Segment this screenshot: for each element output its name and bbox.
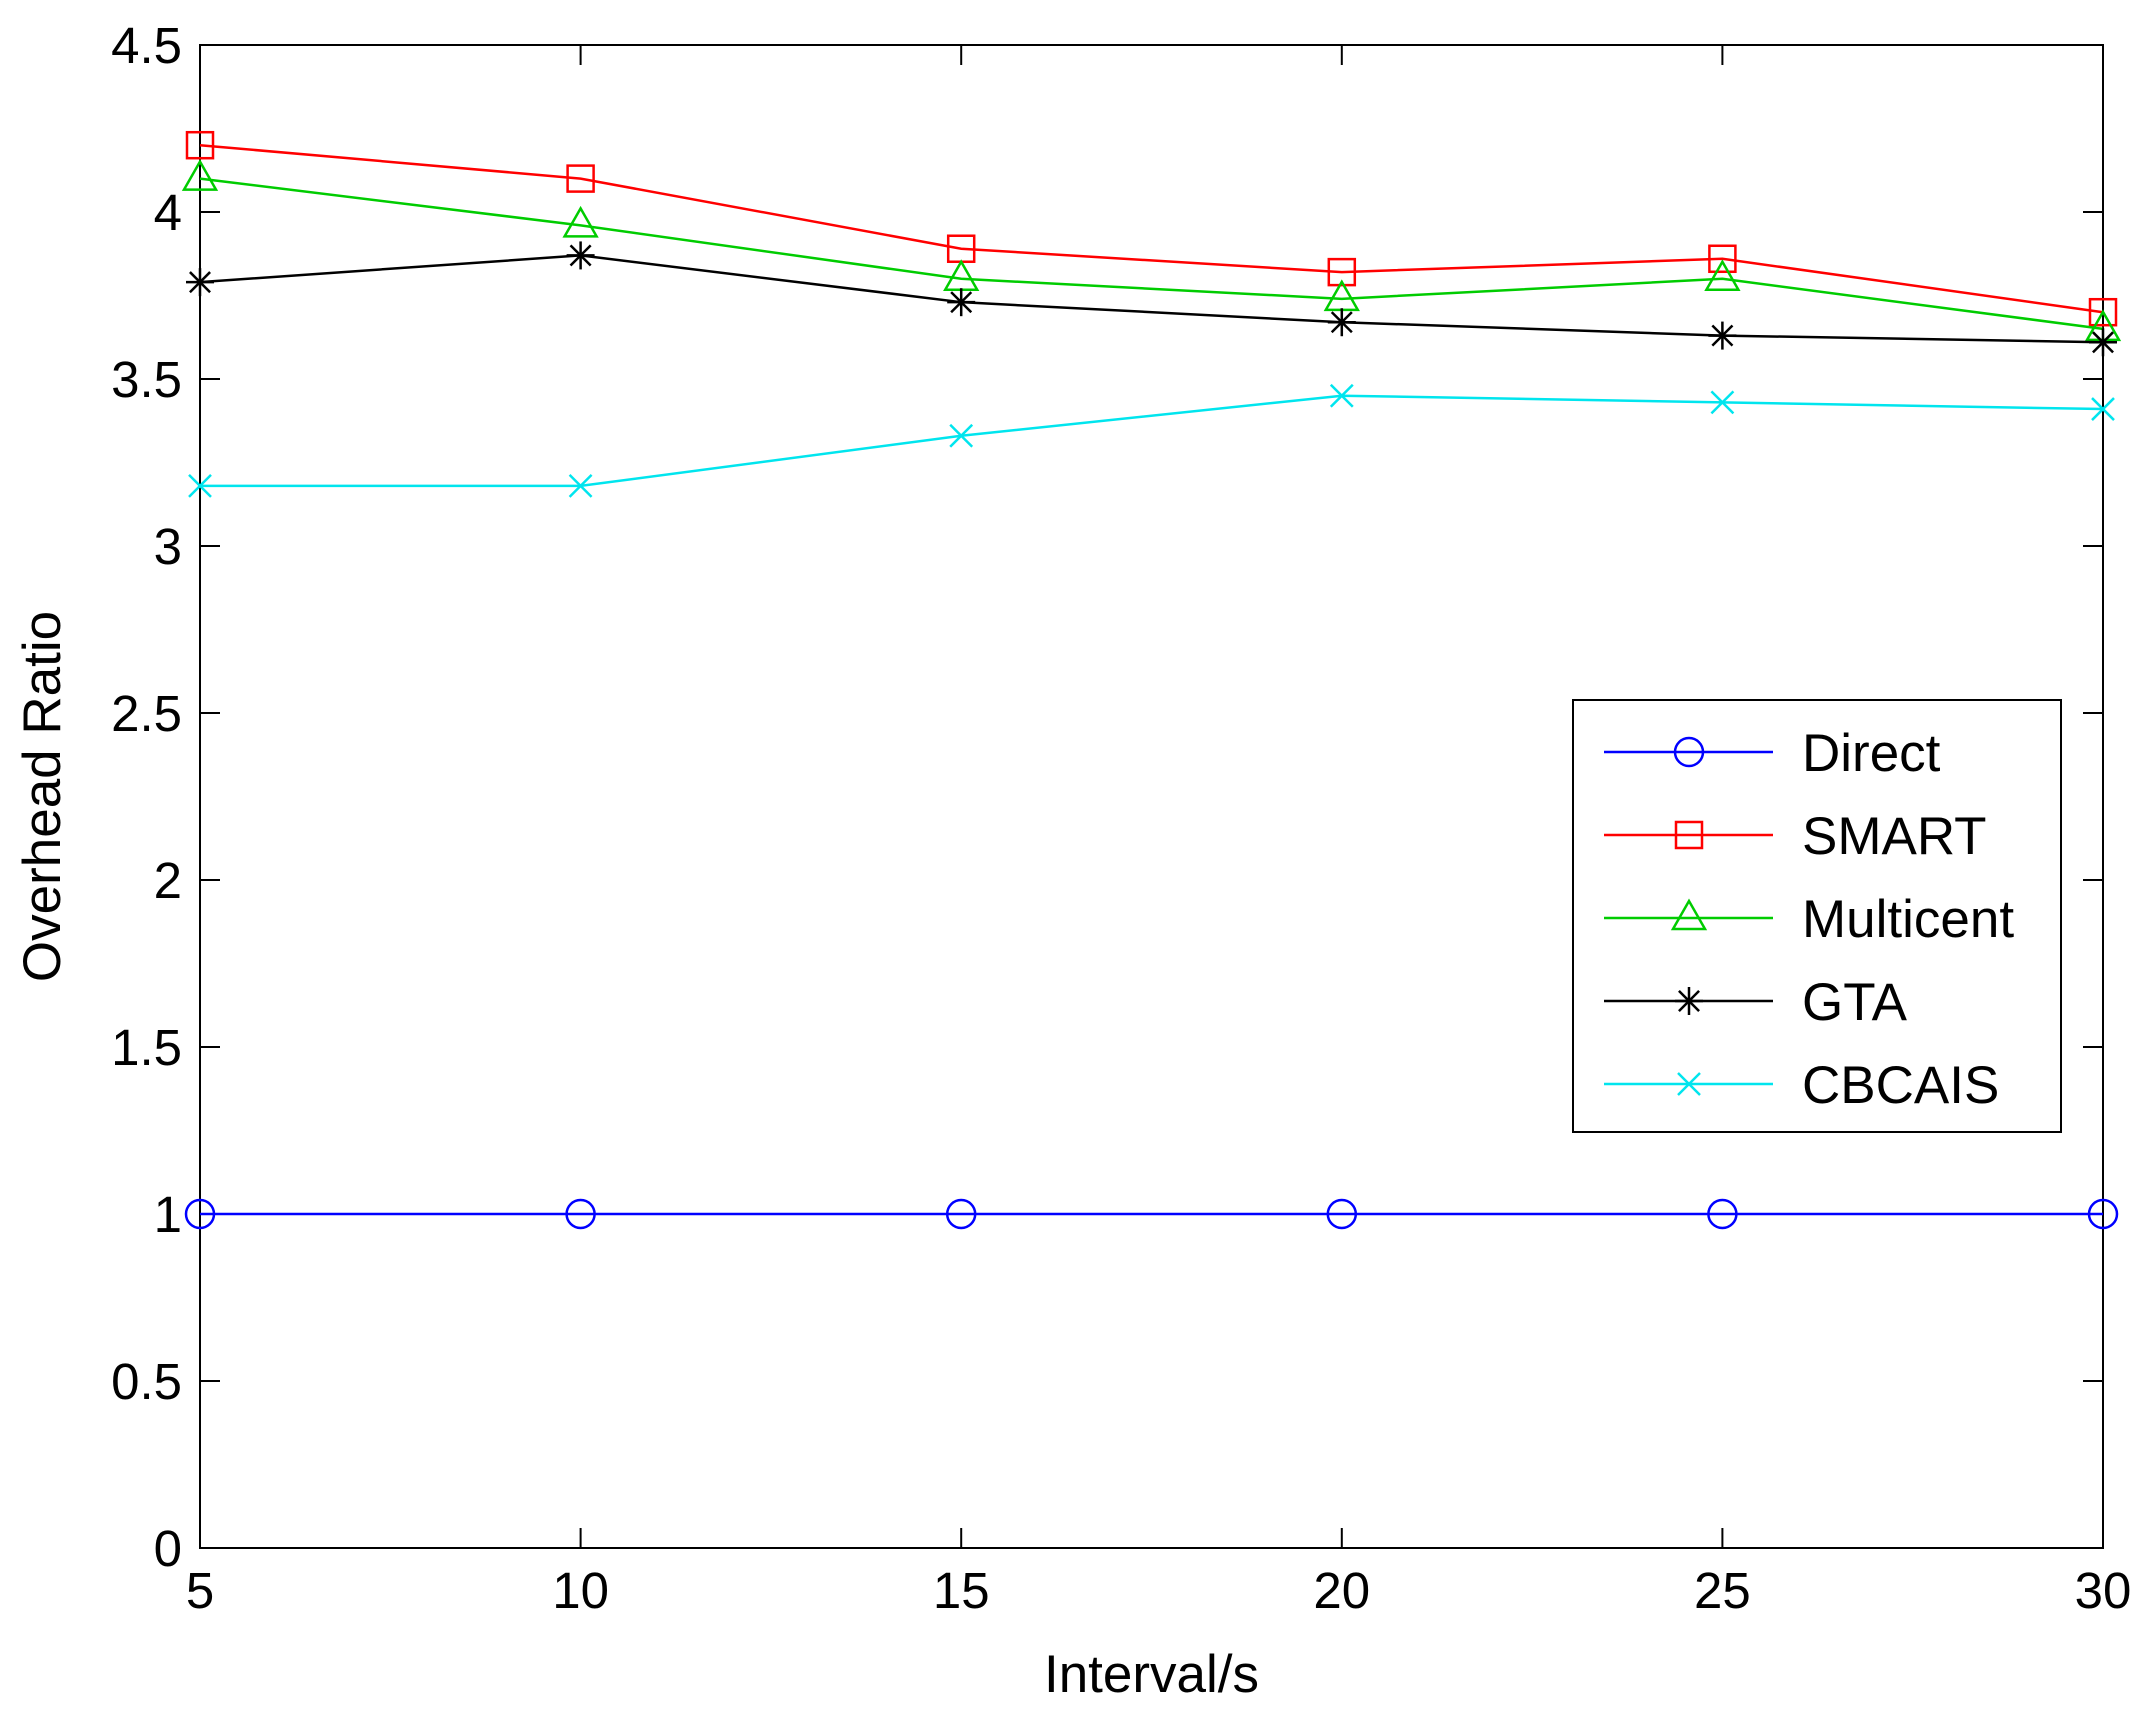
legend-label-smart: SMART bbox=[1802, 807, 1987, 866]
x-tick-label: 25 bbox=[1694, 1562, 1751, 1619]
legend-item-multicent: Multicent bbox=[1604, 890, 2014, 949]
data-point-smart bbox=[2088, 297, 2118, 327]
legend: Direct SMART Multicent GTA CBCAIS bbox=[1572, 699, 2062, 1133]
series-line-smart bbox=[199, 143, 2104, 314]
data-point-gta bbox=[566, 241, 595, 270]
legend-item-gta: GTA bbox=[1604, 973, 1908, 1032]
y-tick-label: 1 bbox=[154, 1186, 182, 1243]
y-tick-label: 2 bbox=[154, 852, 182, 909]
data-point-gta bbox=[186, 268, 214, 297]
x-tick-label: 15 bbox=[933, 1562, 990, 1619]
y-tick-label: 4.5 bbox=[111, 17, 182, 74]
data-point-multicent bbox=[562, 205, 599, 238]
y-axis: 0 0.5 1 1.5 2 2.5 3 3.5 4 4.5 bbox=[111, 17, 2103, 1577]
data-point-cbcais bbox=[188, 473, 212, 498]
x-tick-label: 20 bbox=[1313, 1562, 1370, 1619]
series-direct bbox=[184, 1198, 2119, 1230]
legend-item-direct: Direct bbox=[1604, 724, 1941, 783]
legend-label-multicent: Multicent bbox=[1802, 890, 2014, 949]
y-tick-label: 3.5 bbox=[111, 351, 182, 408]
y-tick-label: 0.5 bbox=[111, 1353, 182, 1410]
legend-item-cbcais: CBCAIS bbox=[1604, 1056, 1999, 1115]
series-layer bbox=[181, 130, 2122, 1230]
data-point-multicent bbox=[1704, 259, 1741, 292]
series-gta bbox=[186, 241, 2117, 357]
data-point-smart bbox=[185, 130, 215, 160]
data-point-cbcais bbox=[949, 423, 974, 448]
x-axis: 5 10 15 20 25 30 bbox=[186, 45, 2132, 1619]
x-axis-title: Interval/s bbox=[1044, 1645, 1259, 1704]
legend-marker-gta bbox=[1675, 987, 1703, 1015]
x-tick-label: 5 bbox=[186, 1562, 214, 1619]
data-point-cbcais bbox=[2091, 397, 2115, 421]
data-point-gta bbox=[1708, 321, 1737, 350]
legend-item-smart: SMART bbox=[1604, 807, 1987, 866]
x-tick-label: 10 bbox=[552, 1562, 609, 1619]
legend-marker-direct bbox=[1673, 736, 1705, 768]
data-point-direct bbox=[565, 1198, 596, 1230]
data-point-cbcais bbox=[568, 473, 593, 498]
legend-marker-multicent bbox=[1670, 898, 1708, 931]
legend-marker-cbcais bbox=[1677, 1072, 1701, 1096]
legend-marker-smart bbox=[1674, 820, 1704, 850]
data-point-direct bbox=[184, 1198, 216, 1230]
y-tick-label: 3 bbox=[154, 518, 182, 575]
data-point-direct bbox=[1707, 1198, 1738, 1230]
series-cbcais bbox=[188, 383, 2115, 498]
data-point-cbcais bbox=[1710, 390, 1735, 415]
data-point-gta bbox=[947, 288, 976, 317]
series-line-gta bbox=[199, 254, 2104, 344]
data-point-smart bbox=[566, 164, 595, 193]
data-point-direct bbox=[1326, 1198, 1358, 1230]
plot-frame bbox=[199, 44, 2104, 1549]
legend-label-cbcais: CBCAIS bbox=[1802, 1056, 1999, 1115]
data-point-direct bbox=[2087, 1198, 2119, 1230]
data-point-direct bbox=[945, 1198, 977, 1230]
series-line-multicent bbox=[199, 177, 2104, 331]
y-tick-label: 2.5 bbox=[111, 685, 182, 742]
data-point-multicent bbox=[181, 159, 219, 191]
data-point-cbcais bbox=[1329, 383, 1354, 408]
data-point-smart bbox=[1708, 244, 1737, 274]
legend-label-direct: Direct bbox=[1802, 724, 1941, 783]
legend-label-gta: GTA bbox=[1802, 973, 1908, 1032]
legend-box bbox=[1572, 699, 2062, 1133]
data-point-smart bbox=[1327, 257, 1357, 287]
data-point-gta bbox=[1327, 308, 1356, 337]
y-tick-label: 1.5 bbox=[111, 1019, 182, 1076]
x-tick-label: 30 bbox=[2075, 1562, 2132, 1619]
data-point-gta bbox=[2089, 328, 2117, 357]
y-tick-label: 0 bbox=[154, 1520, 182, 1577]
y-axis-title: Overhead Ratio bbox=[13, 611, 72, 982]
y-tick-label: 4 bbox=[154, 184, 182, 241]
series-line-cbcais bbox=[200, 394, 2104, 488]
